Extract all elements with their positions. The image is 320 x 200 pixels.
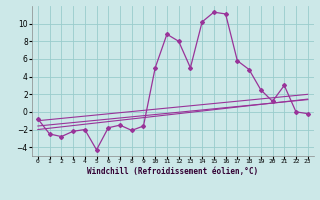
X-axis label: Windchill (Refroidissement éolien,°C): Windchill (Refroidissement éolien,°C) xyxy=(87,167,258,176)
